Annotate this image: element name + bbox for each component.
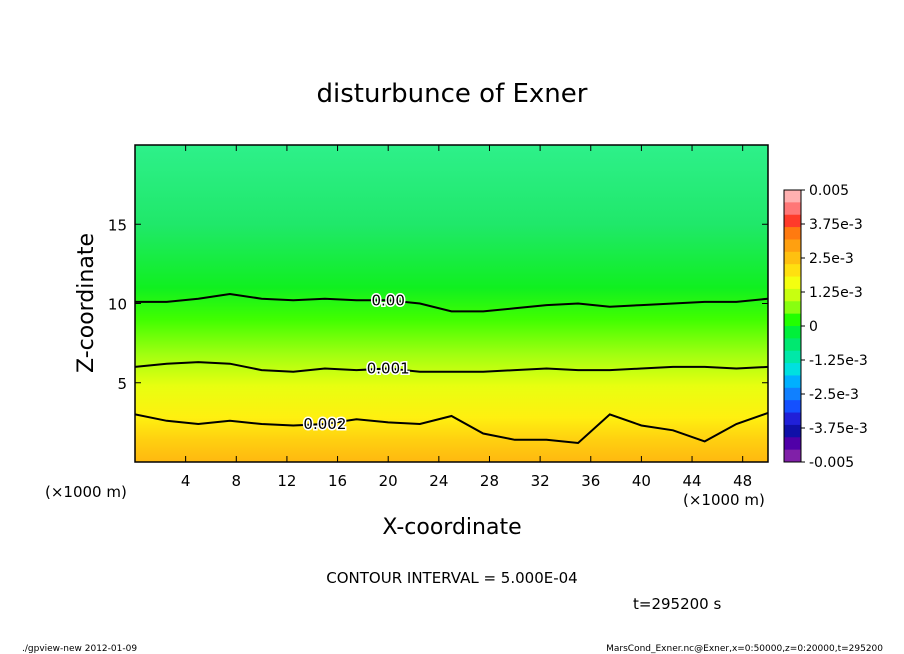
y-tick-label: 5 — [117, 375, 127, 393]
colorbar-label: 0.005 — [809, 183, 849, 199]
chart-title: disturbunce of Exner — [317, 79, 588, 109]
time-label: t=295200 s — [633, 595, 721, 613]
colorbar-swatch — [784, 449, 801, 463]
colorbar-swatch — [784, 288, 801, 302]
colorbar-label: 2.5e-3 — [809, 251, 854, 267]
contour-line-2 — [135, 411, 768, 445]
colorbar-label: 3.75e-3 — [809, 217, 863, 233]
x-axis-label: X-coordinate — [382, 515, 521, 540]
colorbar-label: -2.5e-3 — [809, 387, 859, 403]
contour-label-0: 0.00 — [371, 291, 404, 309]
colorbar-swatch — [784, 424, 801, 438]
x-tick-label: 20 — [379, 472, 398, 490]
colorbar: 0.005 3.75e-3 2.5e-3 1.25e-3 0 -1.25e-3 -2.5e-… — [783, 183, 868, 471]
x-tick-label: 40 — [632, 472, 651, 490]
footer-right: MarsCond_Exner.nc@Exner,x=0:50000,z=0:20… — [606, 644, 883, 654]
colorbar-swatch — [784, 412, 801, 426]
colorbar-swatch — [784, 202, 801, 216]
colorbar-label: 0 — [809, 319, 818, 335]
colorbar-label: -0.005 — [809, 455, 854, 471]
colorbar-swatch — [784, 227, 801, 240]
colorbar-swatch — [784, 313, 801, 327]
y-tick-label: 15 — [108, 216, 127, 234]
x-tick-label: 4 — [181, 472, 191, 490]
x-tick-label: 48 — [733, 472, 752, 490]
colorbar-label: -1.25e-3 — [809, 353, 868, 369]
colorbar-swatch — [784, 363, 801, 376]
colorbar-swatch — [784, 264, 801, 278]
x-tick-label: 28 — [480, 472, 499, 490]
colorbar-label: -3.75e-3 — [809, 421, 868, 437]
colorbar-swatch — [784, 276, 801, 290]
colorbar-swatch — [784, 301, 801, 315]
x-tick-label: 36 — [581, 472, 600, 490]
colorbar-swatch — [784, 387, 801, 401]
colorbar-swatch — [784, 239, 801, 253]
x-tick-label: 12 — [277, 472, 296, 490]
colorbar-swatch — [784, 375, 801, 389]
x-unit-label-left: (×1000 m) — [45, 483, 127, 501]
colorbar-swatch — [784, 350, 801, 364]
contour-line-0 — [135, 292, 768, 313]
contour-label-1: 0.001 — [367, 359, 410, 377]
colorbar-swatch — [784, 437, 801, 451]
contour-line-1 — [135, 361, 768, 373]
colorbar-swatch — [784, 338, 801, 352]
y-tick-label: 10 — [108, 296, 127, 314]
contour-interval-note: CONTOUR INTERVAL = 5.000E-04 — [326, 569, 577, 587]
x-tick-label: 8 — [232, 472, 242, 490]
colorbar-swatch — [784, 400, 801, 414]
x-tick-label: 24 — [429, 472, 448, 490]
x-tick-label: 16 — [328, 472, 347, 490]
footer-left: ./gpview-new 2012-01-09 — [22, 644, 137, 654]
y-axis-label: Z-coordinate — [74, 233, 99, 373]
x-unit-label-right: (×1000 m) — [683, 491, 765, 509]
colorbar-swatch — [784, 251, 801, 265]
colorbar-swatch — [784, 326, 801, 339]
colorbar-label: 1.25e-3 — [809, 285, 863, 301]
x-tick-label: 32 — [531, 472, 550, 490]
colorbar-swatch — [784, 214, 801, 228]
x-tick-label: 44 — [682, 472, 701, 490]
colorbar-swatch — [784, 190, 801, 203]
contour-label-2: 0.002 — [303, 415, 346, 433]
